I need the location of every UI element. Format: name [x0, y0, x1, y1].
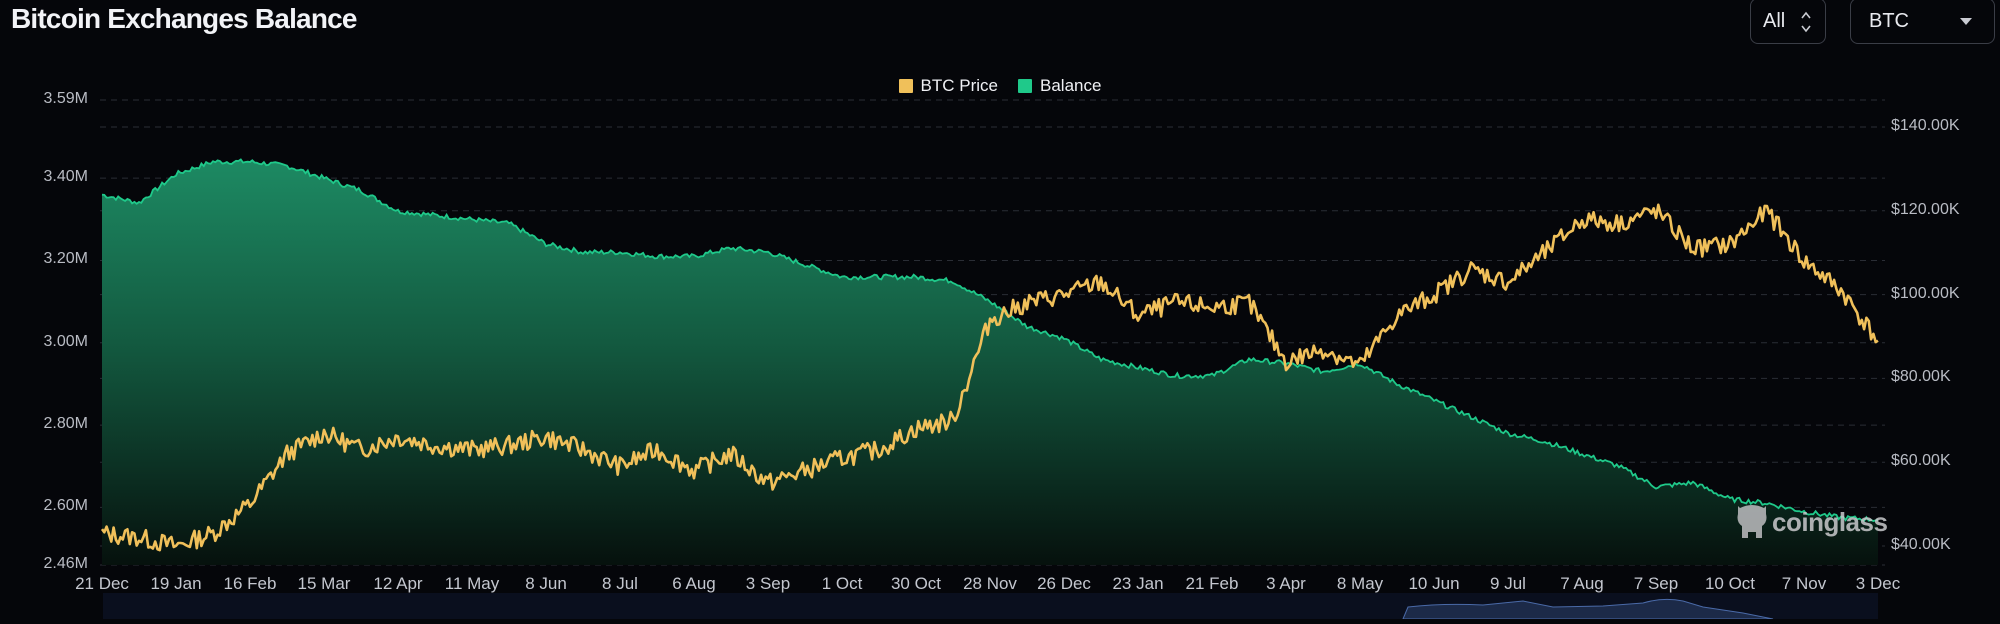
right-axis-tick: $40.00K	[1891, 536, 1951, 553]
page-title: Bitcoin Exchanges Balance	[11, 3, 357, 34]
x-axis-tick: 3 Sep	[745, 574, 791, 593]
x-axis-tick: 28 Nov	[963, 574, 1017, 593]
chevron-up-down-icon	[1801, 11, 1811, 33]
right-axis-tick: $120.00K	[1891, 200, 1960, 218]
left-axis-tick: 2.80M	[43, 415, 88, 433]
x-axis-tick: 1 Oct	[821, 574, 863, 593]
x-axis-tick: 19 Jan	[150, 574, 202, 593]
x-axis-tick: 12 Apr	[373, 574, 423, 593]
right-axis-tick: $100.00K	[1891, 284, 1960, 302]
x-axis-tick: 26 Dec	[1037, 574, 1091, 593]
right-axis-tick: $60.00K	[1891, 452, 1951, 470]
x-axis-tick: 21 Feb	[1185, 574, 1239, 593]
x-axis-tick: 30 Oct	[890, 574, 942, 593]
x-axis-tick: 16 Feb	[223, 574, 277, 593]
legend-item-balance[interactable]: Balance	[1018, 76, 1101, 96]
legend-item-btc-price[interactable]: BTC Price	[898, 76, 999, 96]
legend-label-btc-price: BTC Price	[920, 76, 999, 95]
time-range-select[interactable]: All	[1750, 0, 1826, 44]
x-axis-tick: 15 Mar	[297, 574, 351, 593]
x-axis-tick: 9 Jul	[1490, 574, 1526, 593]
legend-swatch-btc-price	[898, 79, 913, 93]
data-zoom-slider[interactable]	[103, 593, 1878, 620]
legend-label-balance: Balance	[1040, 76, 1102, 95]
coinglass-mascot-icon	[1737, 505, 1767, 538]
btc-price-line	[100, 203, 1879, 552]
coin-select-value: BTC	[1869, 9, 1909, 32]
x-axis-tick: 10 Jun	[1408, 574, 1460, 593]
balance-line	[101, 158, 1879, 522]
x-axis-tick: 8 Jun	[525, 574, 567, 593]
left-axis-tick: 3.20M	[43, 250, 88, 268]
x-axis-tick: 3 Dec	[1855, 574, 1901, 593]
x-axis-tick: 7 Aug	[1560, 574, 1604, 593]
x-axis-tick: 3 Apr	[1266, 574, 1306, 593]
left-axis-tick: 3.59M	[43, 90, 88, 107]
legend-swatch-balance	[1018, 79, 1033, 93]
chart-legend: BTC Price Balance	[0, 76, 2000, 96]
left-axis-tick: 3.40M	[43, 168, 88, 186]
x-axis-tick: 11 May	[444, 574, 500, 593]
left-axis-tick: 3.00M	[43, 332, 88, 350]
right-axis-tick: $80.00K	[1891, 368, 1951, 386]
caret-down-icon	[1960, 18, 1972, 25]
x-axis-tick: 23 Jan	[1112, 574, 1164, 593]
x-axis-tick: 8 May	[1336, 574, 1384, 593]
watermark: coinglass	[1734, 502, 1888, 542]
x-axis-tick: 6 Aug	[672, 574, 716, 593]
x-axis-tick: 7 Sep	[1633, 574, 1679, 593]
right-axis-tick: $140.00K	[1891, 117, 1960, 134]
x-axis-tick: 10 Oct	[1704, 574, 1756, 593]
time-range-value: All	[1763, 9, 1786, 32]
watermark-text: coinglass	[1772, 506, 1888, 537]
coin-select[interactable]: BTC	[1850, 0, 1995, 44]
x-axis-tick: 21 Dec	[75, 574, 129, 593]
x-axis-tick: 8 Jul	[602, 574, 638, 593]
slider-preview	[1402, 598, 1774, 620]
x-axis-tick: 7 Nov	[1781, 574, 1827, 593]
left-axis-tick: 2.60M	[43, 497, 88, 515]
balance-area	[102, 159, 1878, 565]
left-axis-tick: 2.46M	[43, 555, 88, 572]
